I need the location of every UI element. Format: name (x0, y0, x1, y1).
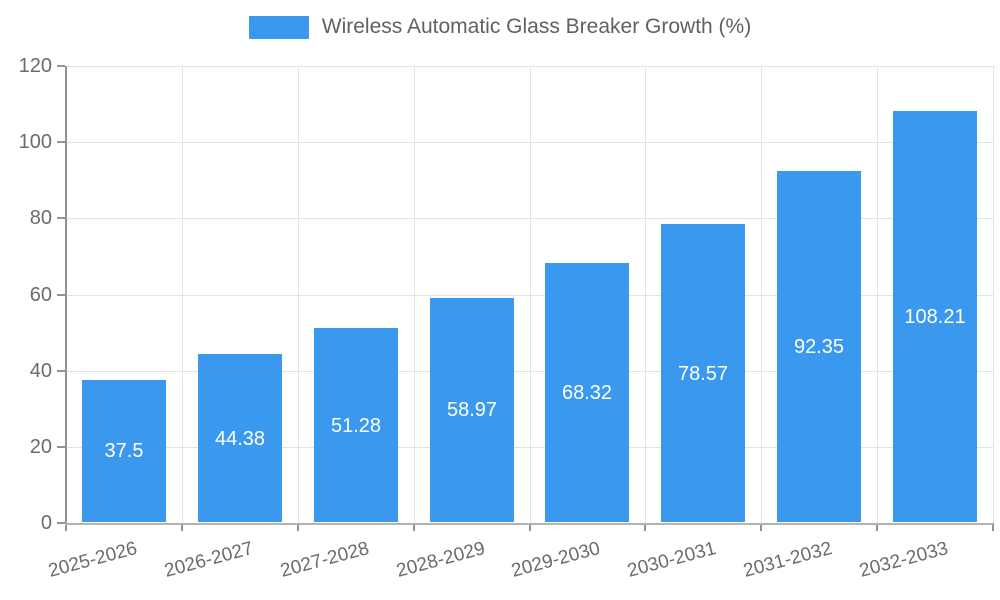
gridline-vertical (877, 66, 878, 523)
bar[interactable]: 92.35 (777, 171, 861, 522)
gridline-vertical (414, 66, 415, 523)
x-axis-tick-label: 2028-2029 (394, 538, 488, 582)
x-axis-tick (760, 523, 762, 531)
legend-item[interactable]: Wireless Automatic Glass Breaker Growth … (0, 15, 1000, 39)
x-axis-tick (297, 523, 299, 531)
gridline-vertical (993, 66, 994, 523)
gridline-vertical (530, 66, 531, 523)
gridline-horizontal (66, 66, 993, 67)
y-axis-tick (57, 370, 65, 372)
x-axis-tick-label: 2032-2033 (857, 538, 951, 582)
bar[interactable]: 58.97 (430, 298, 514, 522)
y-axis-tick (57, 65, 65, 67)
y-axis-tick (57, 522, 65, 524)
bar[interactable]: 78.57 (661, 224, 745, 522)
bar-value-label: 78.57 (677, 363, 729, 385)
legend-label: Wireless Automatic Glass Breaker Growth … (321, 15, 752, 38)
gridline-horizontal (66, 218, 993, 219)
bar-value-label: 108.21 (904, 306, 966, 328)
gridline-horizontal (66, 371, 993, 372)
bar[interactable]: 44.38 (198, 354, 282, 522)
x-axis-tick-label: 2025-2026 (46, 538, 140, 582)
bar[interactable]: 108.21 (893, 111, 977, 522)
y-axis-tick (57, 446, 65, 448)
bar-value-label: 37.5 (104, 440, 144, 462)
gridline-horizontal (66, 142, 993, 143)
bar[interactable]: 68.32 (545, 263, 629, 522)
y-axis-tick (57, 217, 65, 219)
x-axis-tick-label: 2026-2027 (162, 538, 256, 582)
x-axis-line (65, 523, 993, 525)
y-axis-tick-label: 40 (29, 360, 52, 382)
x-axis-tick (529, 523, 531, 531)
gridline-horizontal (66, 447, 993, 448)
gridline-vertical (298, 66, 299, 523)
y-axis-tick (57, 141, 65, 143)
y-axis-tick-label: 60 (29, 284, 52, 306)
gridline-vertical (182, 66, 183, 523)
y-axis-tick (57, 294, 65, 296)
bar-value-label: 92.35 (793, 336, 845, 358)
bar[interactable]: 37.5 (82, 380, 166, 522)
x-axis-tick-label: 2030-2031 (625, 538, 719, 582)
gridline-vertical (645, 66, 646, 523)
y-axis-tick-label: 0 (40, 512, 52, 534)
bar[interactable]: 51.28 (314, 328, 398, 522)
x-axis-tick-label: 2031-2032 (741, 538, 835, 582)
y-axis-tick-label: 80 (29, 207, 52, 229)
gridline-horizontal (66, 295, 993, 296)
x-axis-tick (992, 523, 994, 531)
y-axis-tick-label: 120 (18, 55, 52, 77)
bar-value-label: 51.28 (330, 415, 382, 437)
bar-value-label: 44.38 (214, 428, 266, 450)
bar-value-label: 58.97 (446, 399, 498, 421)
x-axis-tick (181, 523, 183, 531)
y-axis-tick-label: 100 (18, 131, 52, 153)
x-axis-tick-label: 2029-2030 (509, 538, 603, 582)
bar-value-label: 68.32 (561, 382, 613, 404)
x-axis-tick-label: 2027-2028 (278, 538, 372, 582)
x-axis-tick (644, 523, 646, 531)
legend-swatch (248, 15, 309, 39)
x-axis-tick (876, 523, 878, 531)
gridline-vertical (761, 66, 762, 523)
y-axis-line (65, 66, 67, 531)
y-axis-tick-label: 20 (29, 436, 52, 458)
x-axis-tick (413, 523, 415, 531)
